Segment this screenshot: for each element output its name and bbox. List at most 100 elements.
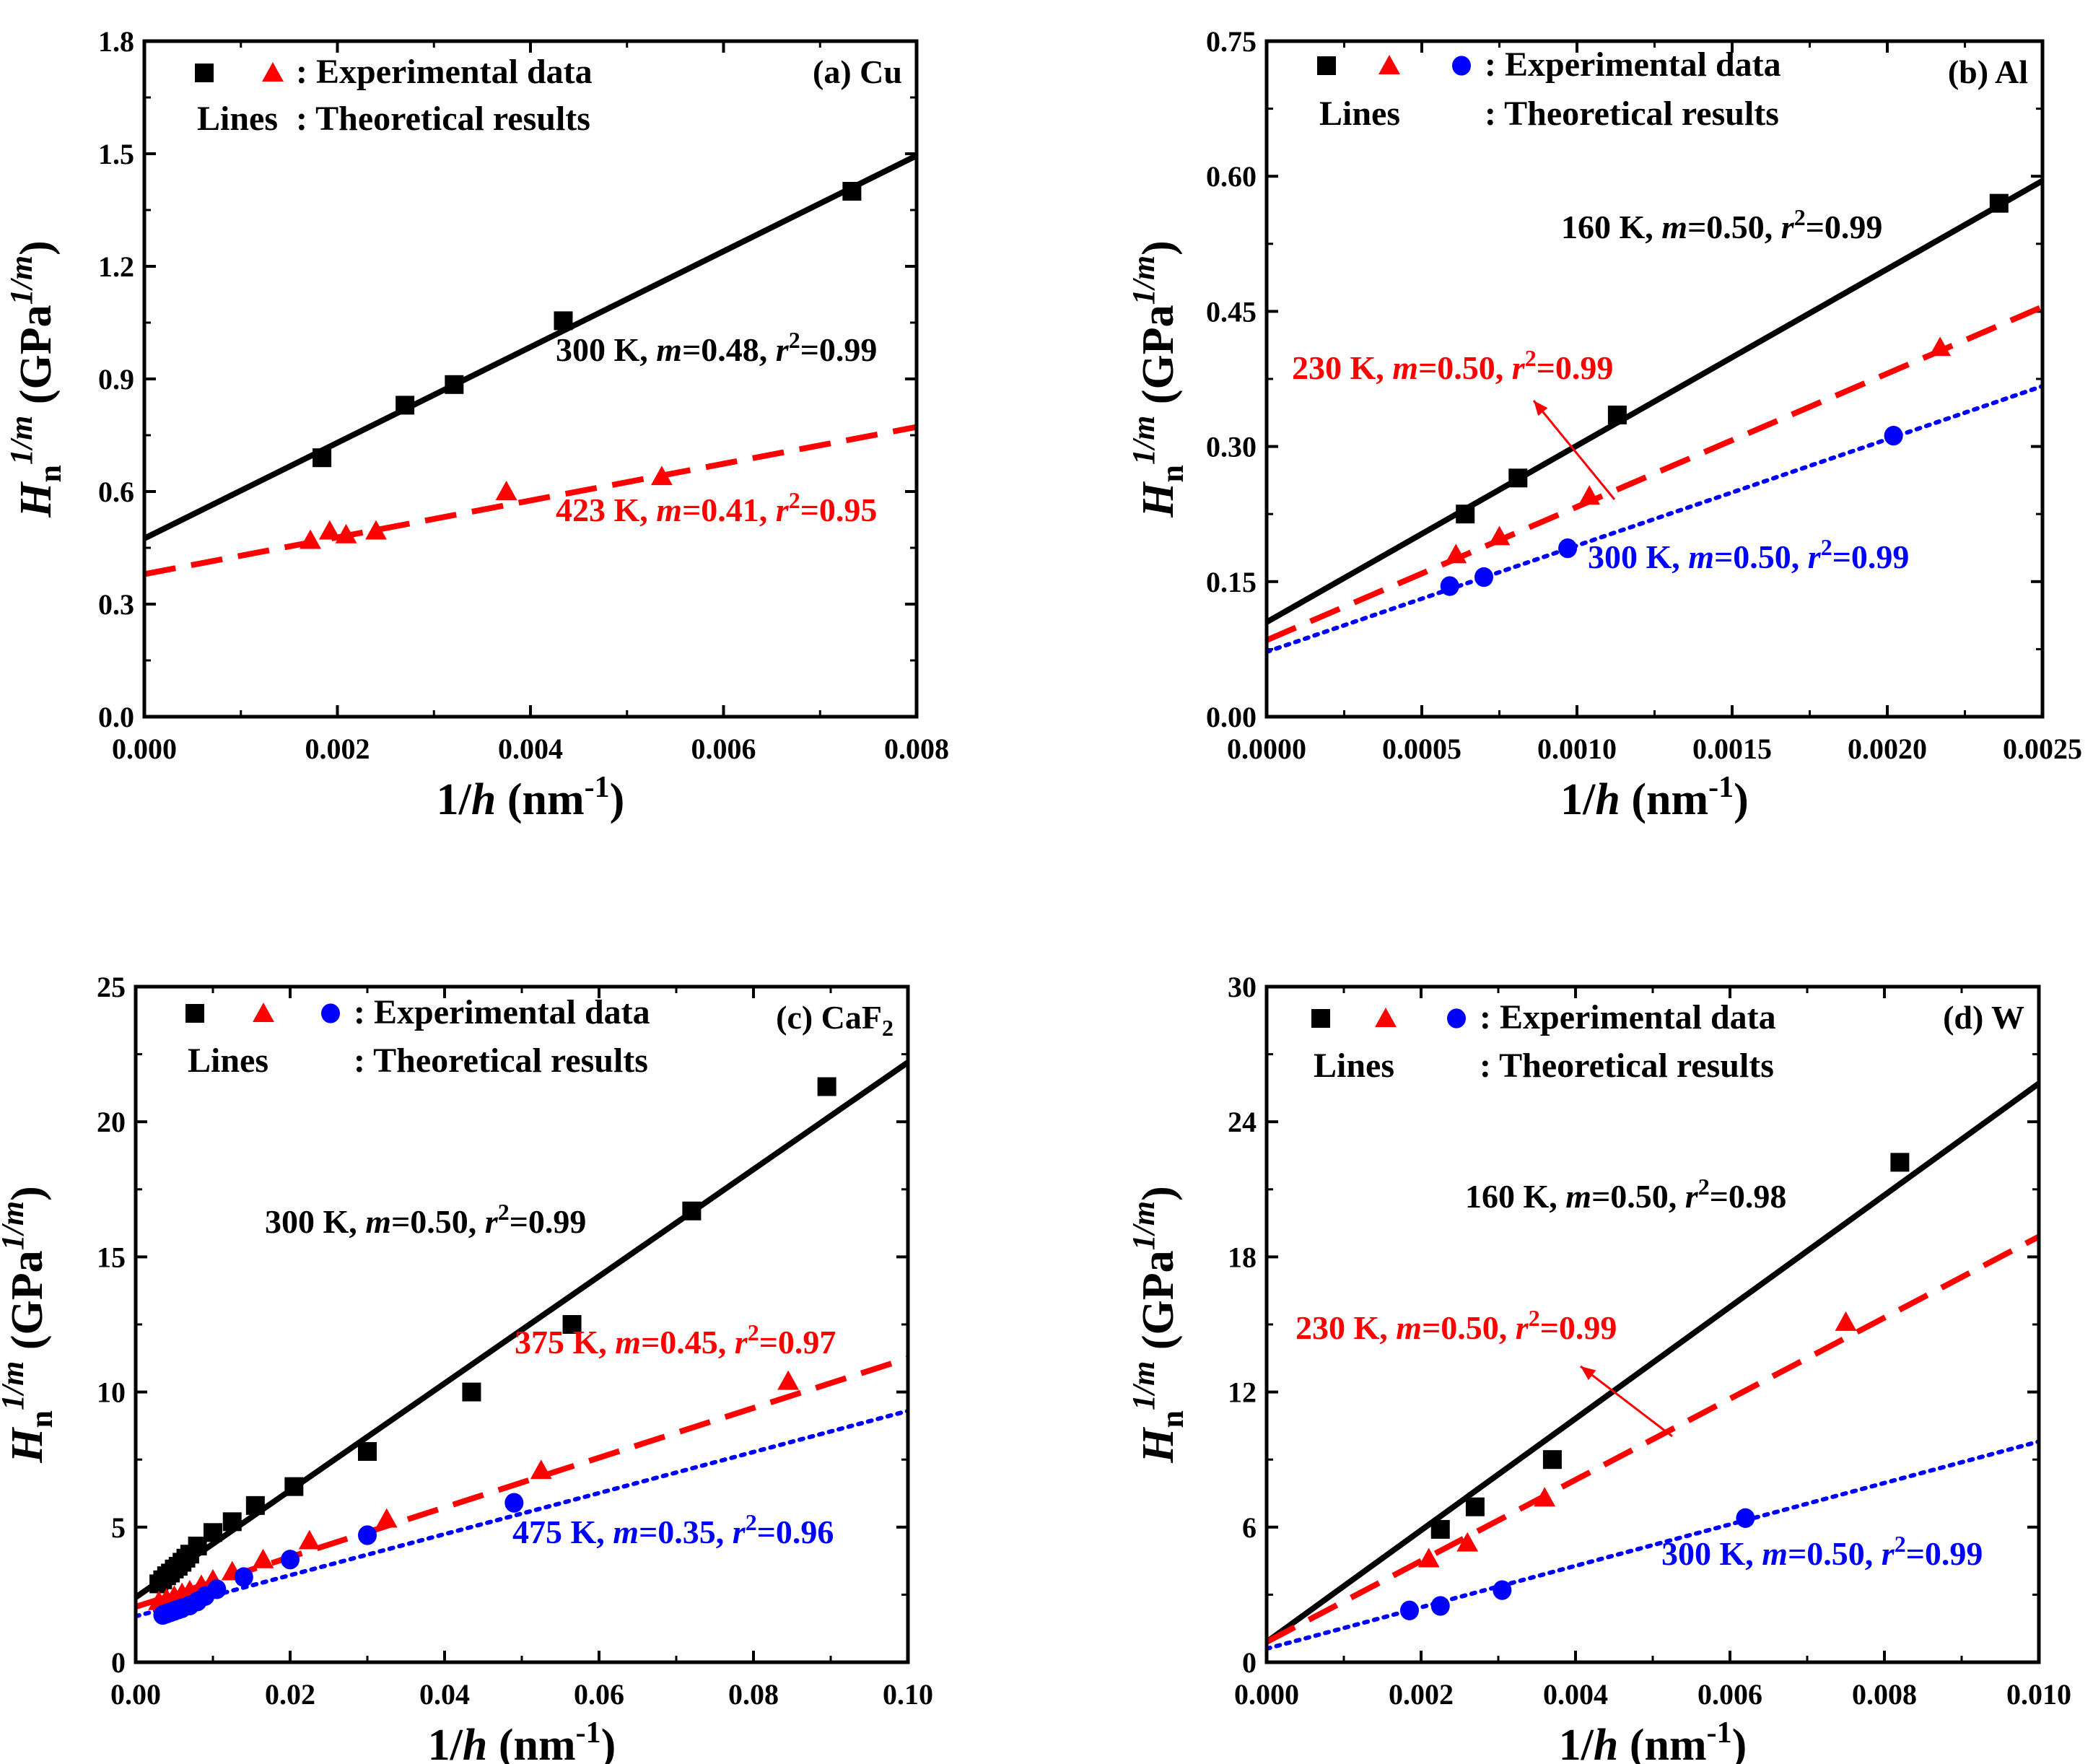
plot-frame (142, 39, 919, 719)
x-tick-label: 0.06 (574, 1678, 624, 1711)
legend-lines-label: : Theoretical results (1485, 95, 1779, 133)
fit-line-230k (1267, 1234, 2039, 1645)
y-tick-label: 0.45 (1206, 295, 1257, 328)
x-tick-label: 0.006 (691, 733, 756, 765)
x-tick-label: 0.002 (1389, 1678, 1454, 1711)
data-point-423k (495, 481, 517, 500)
legend-marker (262, 62, 284, 82)
data-point-300k (1558, 538, 1578, 559)
data-point-375k (530, 1459, 552, 1480)
data-point-300k (842, 182, 862, 201)
data-point-300k (358, 1441, 377, 1461)
annotation-423k: 423 K, m=0.41, r2=0.95 (556, 487, 877, 528)
legend-lines-prefix: Lines (188, 1042, 268, 1080)
fit-line-160k (1267, 1080, 2039, 1645)
legend-lines-prefix: Lines (1319, 95, 1400, 133)
data-point-423k (335, 523, 357, 543)
data-point-375k (298, 1529, 320, 1550)
legend-lines-label: : Theoretical results (1480, 1047, 1774, 1085)
data-point-300k (1884, 425, 1903, 446)
data-point-475k (281, 1550, 300, 1570)
y-tick-label: 18 (1228, 1241, 1257, 1273)
data-point-423k (650, 466, 673, 486)
x-tick-label: 0.0015 (1692, 733, 1772, 765)
chart-panel-3: 0.00 0.02 0.04 0.06 0.08 0.10 0 5 10 15 20 25 (c) Ca… (0, 971, 933, 1764)
annotation-160k: 160 K, m=0.50, r2=0.98 (1465, 1174, 1786, 1215)
legend-markers-label: : Experimental data (354, 993, 650, 1031)
y-tick-label: 30 (1228, 971, 1257, 1003)
annotation-375k: 375 K, m=0.45, r2=0.97 (515, 1319, 836, 1361)
legend-marker (1447, 1008, 1466, 1029)
x-tick-label: 0.000 (1234, 1678, 1299, 1711)
data-point-230k (1578, 485, 1601, 505)
y-tick-label: 20 (97, 1106, 126, 1138)
legend-marker (1375, 1008, 1397, 1027)
data-point-300k (222, 1512, 242, 1532)
x-tick-label: 0.0020 (1848, 733, 1927, 765)
plot-frame (1264, 984, 2041, 1664)
legend-markers-label: : Experimental data (1480, 998, 1776, 1036)
data-point-230k (1534, 1487, 1556, 1507)
arrowhead-icon (1534, 401, 1548, 416)
data-point-300k (445, 375, 464, 394)
x-tick-label: 0.02 (265, 1678, 315, 1711)
y-tick-label: 0.6 (98, 476, 134, 508)
y-tick-label: 0 (111, 1646, 126, 1679)
y-tick-label: 0.60 (1206, 160, 1257, 193)
annotation-230k: 230 K, m=0.50, r2=0.99 (1295, 1305, 1617, 1346)
x-tick-label: 0.010 (2006, 1678, 2071, 1711)
data-point-160k (1607, 405, 1627, 424)
data-point-230k (1488, 525, 1511, 546)
y-tick-label: 0 (1242, 1646, 1257, 1679)
legend-markers-label: : Experimental data (1485, 45, 1781, 84)
data-point-230k (1835, 1311, 1857, 1331)
x-axis-label: 1/h (nm-1) (437, 771, 625, 824)
chart-panel-2: 0.0000 0.0005 0.0010 0.0015 0.0020 0.0025 0.00… (1126, 25, 2082, 824)
data-point-300k (245, 1496, 265, 1515)
data-point-375k (777, 1370, 800, 1390)
y-axis-label: Hn1/m (GPa1/m) (0, 1186, 59, 1464)
y-axis-label: Hn1/m (GPa1/m) (4, 240, 68, 518)
x-tick-label: 0.004 (498, 733, 563, 765)
chart-panel-1: 0.000 0.002 0.004 0.006 0.008 0.0 0.3 0.6 0.9 1.2… (4, 25, 949, 824)
y-tick-label: 0.00 (1206, 701, 1257, 733)
annotation-300k: 300 K, m=0.50, r2=0.99 (1661, 1531, 1983, 1572)
y-tick-label: 0.75 (1206, 25, 1257, 58)
y-tick-label: 1.5 (98, 138, 134, 170)
data-point-230k (1417, 1547, 1440, 1568)
x-tick-label: 0.008 (1852, 1678, 1917, 1711)
legend-lines-label: : Theoretical results (296, 100, 590, 138)
data-point-300k (284, 1477, 304, 1496)
x-tick-label: 0.008 (884, 733, 949, 765)
y-tick-label: 1.8 (98, 25, 134, 58)
data-point-230k (1456, 1532, 1479, 1552)
data-point-423k (300, 529, 321, 549)
data-point-300k (562, 1315, 582, 1334)
plot-frame (134, 984, 910, 1664)
annotation-475k: 475 K, m=0.35, r2=0.96 (512, 1509, 834, 1550)
legend-marker (321, 1003, 340, 1023)
x-tick-label: 0.002 (305, 733, 370, 765)
data-point-160k (1456, 505, 1475, 524)
annotation-160k: 160 K, m=0.50, r2=0.99 (1561, 204, 1882, 245)
data-point-300k (682, 1201, 702, 1221)
legend-lines-prefix: Lines (1314, 1047, 1394, 1085)
fit-line-300k (144, 153, 917, 541)
x-axis-label: 1/h (nm-1) (428, 1716, 616, 1764)
annotation-arrow (1532, 400, 1616, 500)
annotation-arrow (1580, 1365, 1673, 1438)
y-tick-label: 0.15 (1206, 566, 1257, 598)
y-tick-label: 24 (1228, 1106, 1257, 1138)
panel-label: (d) W (1943, 999, 2024, 1036)
y-tick-label: 5 (111, 1511, 126, 1544)
x-tick-label: 0.0010 (1537, 733, 1617, 765)
data-point-160k (1989, 193, 2009, 213)
data-point-300k (204, 1523, 222, 1542)
panel-label: (a) Cu (813, 53, 902, 90)
panel-label: (c) CaF2 (776, 999, 893, 1041)
data-point-230k (1929, 336, 1952, 357)
legend-marker (253, 1003, 274, 1022)
legend-marker (1452, 56, 1471, 76)
arrowhead-icon (1581, 1366, 1596, 1381)
y-tick-label: 1.2 (98, 250, 134, 283)
